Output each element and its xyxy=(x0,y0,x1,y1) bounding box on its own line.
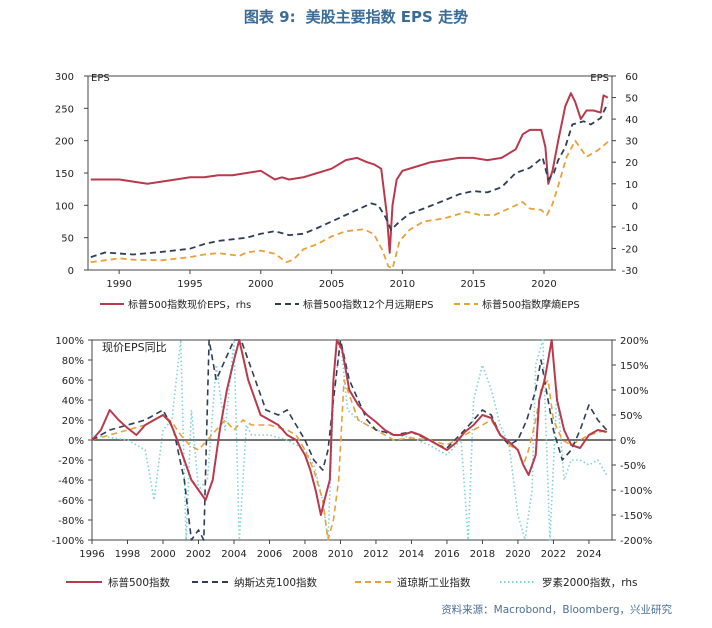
left-tick-label: 100 xyxy=(55,201,74,212)
left-tick-label: 150 xyxy=(55,169,74,180)
right-axis-label: EPS xyxy=(590,73,609,84)
figure-title: 图表 9: 美股主要指数 EPS 走势 xyxy=(0,6,712,27)
left-tick-label: 80% xyxy=(62,356,84,367)
series-line-2 xyxy=(91,339,608,541)
right-tick-label: 20 xyxy=(625,158,638,169)
right-tick-label: 200% xyxy=(620,336,649,347)
left-tick-label: 40% xyxy=(62,396,84,407)
left-tick-label: -80% xyxy=(58,516,84,527)
x-tick-label: 2016 xyxy=(434,549,459,560)
left-tick-label: 100% xyxy=(55,336,84,347)
legend-label-4: 罗素2000指数，rhs xyxy=(542,576,637,589)
right-tick-label: -150% xyxy=(620,511,652,522)
x-tick-label: 2010 xyxy=(390,279,415,290)
right-tick-label: 60 xyxy=(625,72,638,83)
left-tick-label: -20% xyxy=(58,456,84,467)
right-tick-label: 0% xyxy=(620,436,636,447)
right-tick-label: -100% xyxy=(620,486,652,497)
chart1-series xyxy=(90,92,610,270)
series-line-3 xyxy=(91,379,607,541)
x-tick-label: 2024 xyxy=(576,549,601,560)
legend-label-1: 标普500指数现价EPS，rhs xyxy=(128,298,251,311)
x-tick-label: 2006 xyxy=(257,549,282,560)
right-tick-label: 0 xyxy=(632,201,638,212)
left-tick-label: 50 xyxy=(61,234,74,245)
x-tick-label: 2018 xyxy=(470,549,495,560)
x-tick-label: 1998 xyxy=(115,549,140,560)
x-tick-label: 2000 xyxy=(150,549,175,560)
left-axis-label: EPS xyxy=(91,73,110,84)
figure-title-text: 美股主要指数 EPS 走势 xyxy=(305,8,469,26)
right-tick-label: -20 xyxy=(622,244,638,255)
right-tick-label: 50 xyxy=(625,94,638,105)
legend-label-3: 标普500指数摩熵EPS xyxy=(482,298,580,311)
x-tick-label: 2015 xyxy=(460,279,485,290)
x-tick-label: 1996 xyxy=(79,549,104,560)
left-tick-label: 200 xyxy=(55,137,74,148)
eps-level-chart: 0 50 100 150 200 250 300 EPS -30 -20 -10 0 10 20 30 40 5… xyxy=(55,72,638,311)
x-tick-label: 1990 xyxy=(106,279,131,290)
x-tick-label: 2022 xyxy=(541,549,566,560)
x-tick-label: 2005 xyxy=(319,279,344,290)
left-tick-label: 0% xyxy=(68,436,84,447)
right-tick-label: 150% xyxy=(620,361,649,372)
series-line-1 xyxy=(90,92,609,254)
x-tick-label: 2010 xyxy=(328,549,353,560)
chart1-grid: 0 50 100 150 200 250 300 EPS -30 -20 -10 0 10 20 30 40 5… xyxy=(55,72,638,290)
left-tick-label: -40% xyxy=(58,476,84,487)
chart1-legend: 标普500指数现价EPS，rhs 标普500指数12个月远期EPS 标普500指数摩… xyxy=(100,298,580,311)
right-tick-label: 40 xyxy=(625,115,638,126)
x-tick-label: 2008 xyxy=(292,549,317,560)
right-tick-label: -50% xyxy=(620,461,646,472)
left-tick-label: 60% xyxy=(62,376,84,387)
right-tick-label: 100% xyxy=(620,386,649,397)
left-tick-label: -100% xyxy=(52,536,84,547)
x-tick-label: 2020 xyxy=(505,549,530,560)
right-tick-label: -30 xyxy=(622,266,638,277)
figure-label: 图表 9: xyxy=(243,8,296,26)
x-tick-label: 2004 xyxy=(221,549,246,560)
left-tick-label: 250 xyxy=(55,104,74,115)
left-tick-label: 300 xyxy=(55,72,74,83)
chart2-title: 现价EPS同比 xyxy=(102,341,167,354)
right-tick-label: 10 xyxy=(625,180,638,191)
legend-label-2: 标普500指数12个月远期EPS xyxy=(303,298,434,311)
legend-label-2: 纳斯达克100指数 xyxy=(234,576,318,589)
x-tick-label: 2020 xyxy=(531,279,556,290)
x-tick-label: 2014 xyxy=(399,549,424,560)
chart1-plot-frame xyxy=(87,75,613,271)
right-tick-label: -10 xyxy=(622,223,638,234)
x-tick-label: 1995 xyxy=(177,279,202,290)
series-line-1 xyxy=(91,339,607,516)
x-tick-label: 2000 xyxy=(248,279,273,290)
right-tick-label: 50% xyxy=(620,411,642,422)
right-tick-label: -200% xyxy=(620,536,652,547)
left-tick-label: -60% xyxy=(58,496,84,507)
source-note: 资料来源：Macrobond，Bloomberg，兴业研究 xyxy=(441,604,672,616)
chart2-series xyxy=(91,339,608,541)
eps-yoy-chart: -100% -80% -60% -40% -20% 0% 20% 40% 60% 80% 100% -… xyxy=(52,336,652,589)
right-tick-label: 30 xyxy=(625,137,638,148)
legend-label-3: 道琼斯工业指数 xyxy=(397,576,471,589)
chart2-legend: 标普500指数 纳斯达克100指数 道琼斯工业指数 罗素2000指数，rhs xyxy=(66,576,637,589)
series-line-3 xyxy=(90,139,610,270)
x-tick-label: 2002 xyxy=(186,549,211,560)
left-tick-label: 0 xyxy=(68,266,74,277)
x-tick-label: 2012 xyxy=(363,549,388,560)
series-line-2 xyxy=(90,102,609,258)
left-tick-label: 20% xyxy=(62,416,84,427)
legend-label-1: 标普500指数 xyxy=(108,576,171,589)
